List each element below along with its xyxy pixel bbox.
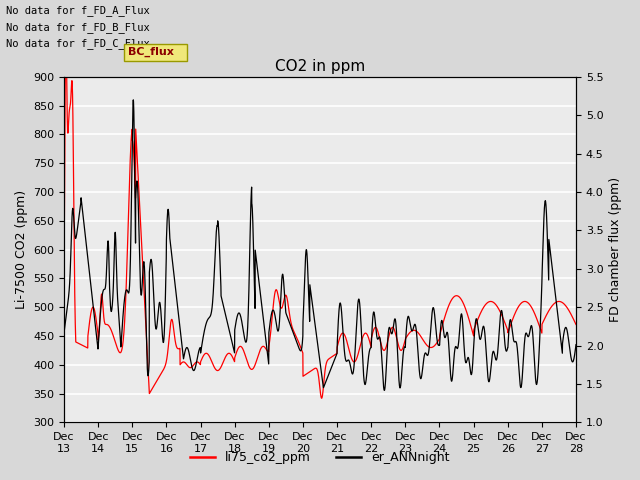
Text: No data for f_FD_A_Flux: No data for f_FD_A_Flux	[6, 5, 150, 16]
Y-axis label: Li-7500 CO2 (ppm): Li-7500 CO2 (ppm)	[15, 190, 28, 309]
Text: BC_flux: BC_flux	[128, 47, 174, 58]
Y-axis label: FD chamber flux (ppm): FD chamber flux (ppm)	[609, 177, 622, 322]
Legend: li75_co2_ppm, er_ANNnight: li75_co2_ppm, er_ANNnight	[186, 446, 454, 469]
Text: No data for f_FD_B_Flux: No data for f_FD_B_Flux	[6, 22, 150, 33]
Title: CO2 in ppm: CO2 in ppm	[275, 59, 365, 74]
Text: No data for f_FD_C_Flux: No data for f_FD_C_Flux	[6, 38, 150, 49]
